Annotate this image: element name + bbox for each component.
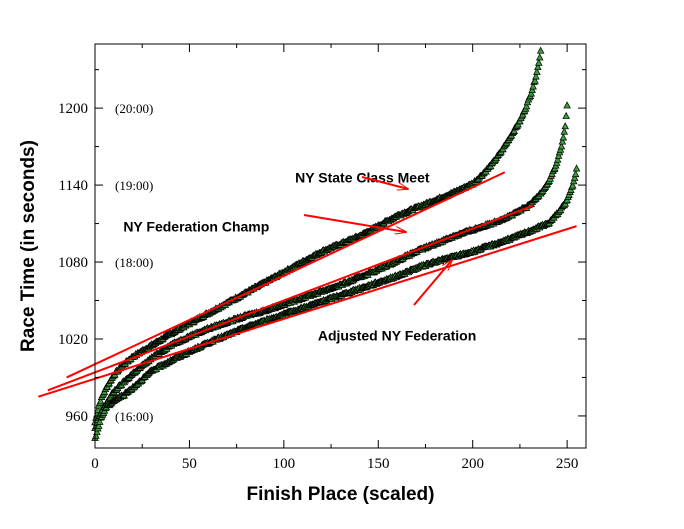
annotation-adjusted-federation: Adjusted NY Federation — [318, 327, 476, 343]
data-point — [557, 142, 566, 150]
data-point — [562, 111, 570, 119]
x-tick-label-1: 50 — [182, 456, 197, 472]
time-label-20min: (20:00) — [115, 101, 153, 116]
data-point — [510, 126, 519, 134]
series-layer — [91, 46, 581, 441]
arrow-federation-champ — [303, 214, 406, 232]
data-point — [92, 431, 100, 439]
y-axis-label: Race Time (in seconds) — [18, 140, 39, 352]
data-point — [570, 173, 579, 181]
data-point — [563, 101, 571, 109]
data-point — [529, 82, 537, 90]
annotation-arrows — [303, 176, 452, 306]
data-point — [531, 76, 539, 84]
x-tick-label-0: 0 — [91, 456, 99, 472]
fit-lines — [38, 171, 577, 398]
y-tick-label-2: 1080 — [58, 255, 88, 271]
data-point — [528, 85, 536, 93]
time-labels: (20:00) (19:00) (18:00) (16:00) — [115, 101, 153, 424]
data-point — [536, 46, 545, 54]
annotation-federation-champ: NY Federation Champ — [123, 218, 269, 234]
time-label-19min: (19:00) — [115, 178, 153, 193]
data-point — [568, 181, 577, 189]
y-tick-label-0: 960 — [66, 409, 89, 425]
x-tick-label-4: 200 — [461, 456, 484, 472]
data-point — [532, 72, 540, 80]
data-point — [527, 89, 536, 97]
fit-line-1 — [47, 204, 534, 392]
x-tick-label-5: 250 — [556, 456, 579, 472]
fit-line-2 — [38, 225, 577, 398]
data-point — [94, 421, 103, 429]
data-point — [561, 122, 570, 130]
data-point — [571, 170, 580, 178]
x-tick-label-2: 100 — [273, 456, 296, 472]
data-point — [535, 58, 543, 66]
data-point — [560, 127, 569, 135]
data-point — [559, 133, 568, 141]
data-point — [553, 155, 562, 163]
y-tick-label-1: 1020 — [58, 332, 88, 348]
time-label-16min: (16:00) — [115, 409, 153, 424]
annotations: NY State Class Meet NY Federation Champ … — [123, 170, 476, 344]
time-label-18min: (18:00) — [115, 255, 153, 270]
data-point — [572, 164, 581, 172]
y-tick-label-3: 1140 — [59, 178, 88, 194]
data-point — [534, 62, 542, 71]
arrow-state-class-meet — [361, 176, 408, 189]
arrow-adjusted-federation — [413, 260, 452, 306]
data-point — [535, 53, 544, 61]
x-tick-label-3: 150 — [367, 456, 390, 472]
axis-ticks: 0 50 100 150 200 250 960 1020 1080 1140 1200 — [58, 44, 586, 472]
data-point — [533, 67, 541, 75]
data-point — [95, 417, 104, 425]
plot-frame — [94, 43, 587, 449]
data-point — [522, 102, 531, 110]
y-tick-label-4: 1200 — [58, 101, 88, 117]
data-point — [558, 137, 567, 145]
x-axis-label: Finish Place (scaled) — [247, 484, 435, 505]
data-point — [554, 151, 563, 159]
fit-line-0 — [66, 171, 506, 379]
data-point — [96, 397, 105, 405]
